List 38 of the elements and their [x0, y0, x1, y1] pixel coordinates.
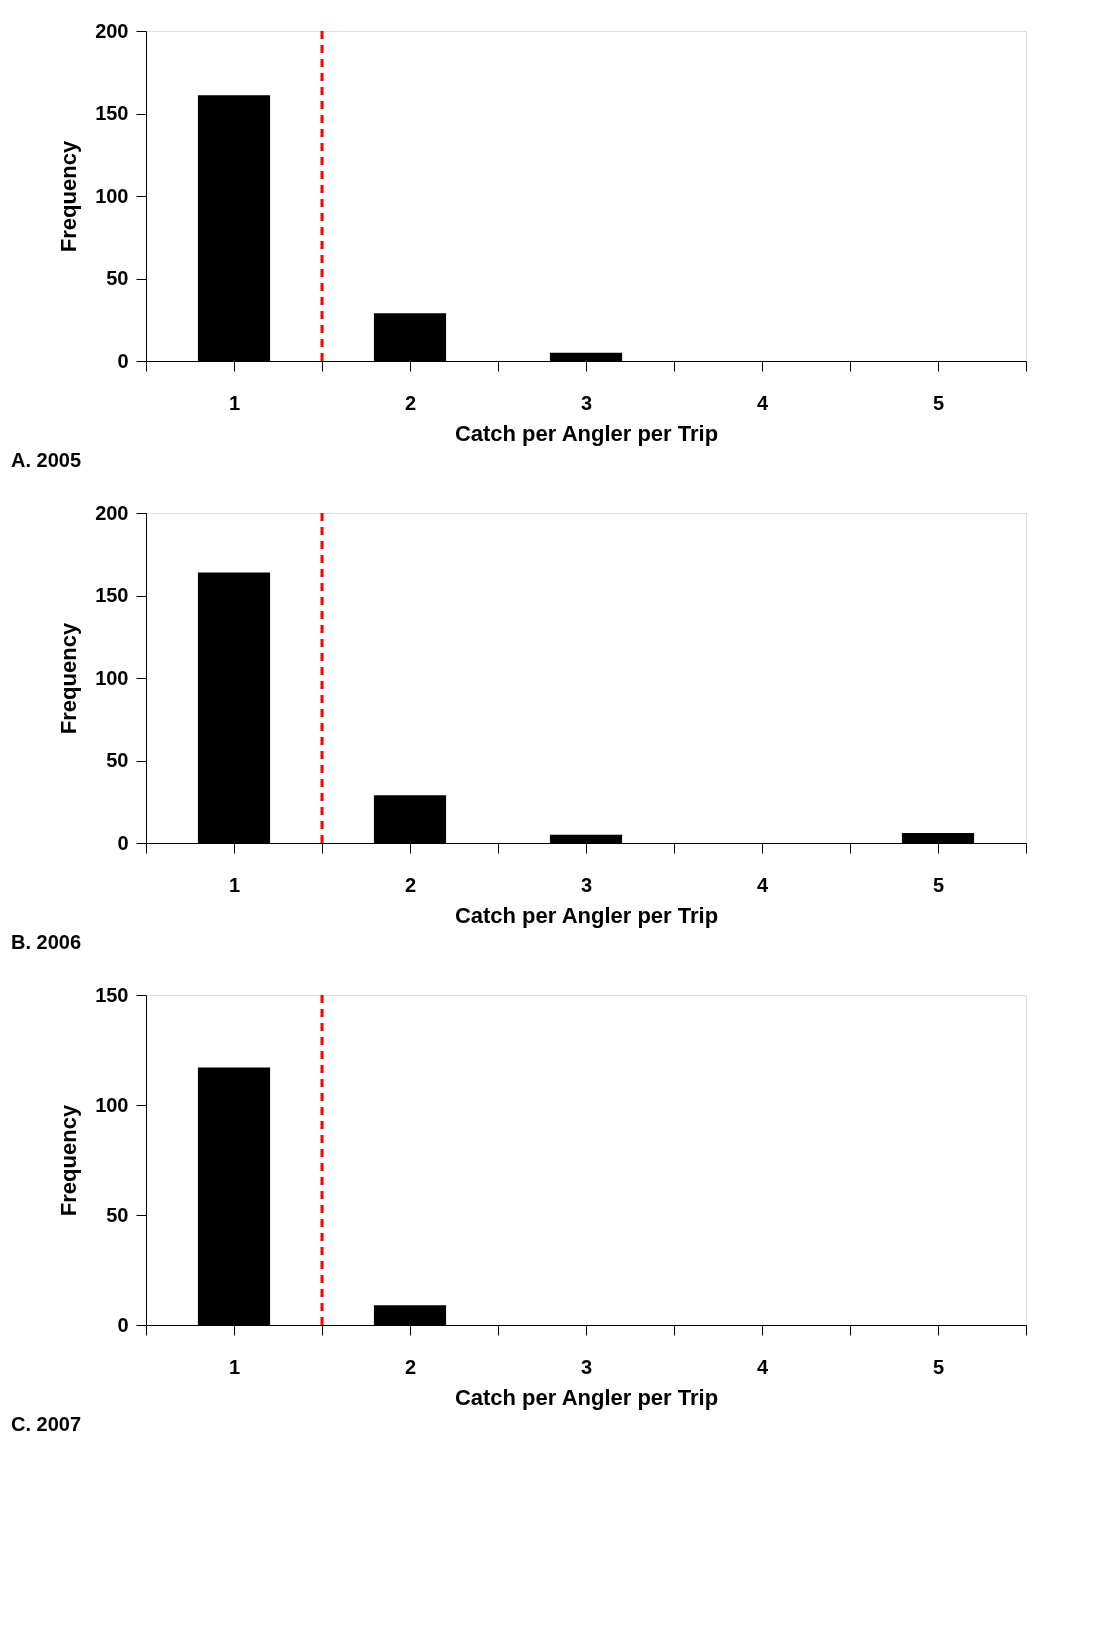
x-tick-label: 5	[932, 873, 945, 896]
y-axis-title: Frequency	[56, 140, 82, 253]
x-tick-label: 1	[228, 391, 241, 414]
x-tick-label: 3	[580, 391, 593, 414]
y-tick-label: 100	[95, 1093, 129, 1116]
y-tick-label: 0	[117, 349, 129, 372]
x-tick-label: 2	[404, 873, 417, 896]
x-axis-title: Catch per Angler per Trip	[454, 902, 719, 928]
x-tick-label: 4	[756, 1355, 769, 1378]
y-tick-label: 200	[95, 501, 129, 524]
y-tick-label: 0	[117, 831, 129, 854]
x-tick-label: 4	[756, 391, 769, 414]
x-tick-label: 2	[404, 391, 417, 414]
x-axis-title: Catch per Angler per Trip	[454, 1384, 719, 1410]
x-tick-label: 5	[932, 391, 945, 414]
y-axis-title: Frequency	[56, 1104, 82, 1217]
y-tick-label: 200	[95, 19, 129, 42]
x-tick-label: 4	[756, 873, 769, 896]
x-tick-label: 3	[580, 873, 593, 896]
y-tick-label: 0	[117, 1313, 129, 1336]
y-tick-label: 100	[95, 184, 129, 207]
y-tick-label: 50	[106, 1203, 129, 1226]
y-tick-label: 150	[95, 584, 129, 606]
y-tick-label: 50	[106, 749, 129, 771]
x-tick-label: 1	[228, 1355, 241, 1378]
y-tick-label: 150	[95, 983, 129, 1006]
x-tick-label: 5	[932, 1355, 945, 1378]
y-tick-label: 50	[106, 267, 129, 289]
text: C. 2007	[11, 1413, 82, 1435]
text: B. 2006	[11, 931, 82, 953]
x-axis-title: Catch per Angler per Trip	[454, 420, 719, 446]
x-tick-label: 2	[404, 1355, 417, 1378]
y-axis-title: Frequency	[56, 622, 82, 735]
y-tick-label: 100	[95, 666, 129, 689]
x-tick-label: 1	[228, 873, 241, 896]
text: A. 2005	[11, 449, 82, 471]
y-tick-label: 150	[95, 102, 129, 124]
x-tick-label: 3	[580, 1355, 593, 1378]
